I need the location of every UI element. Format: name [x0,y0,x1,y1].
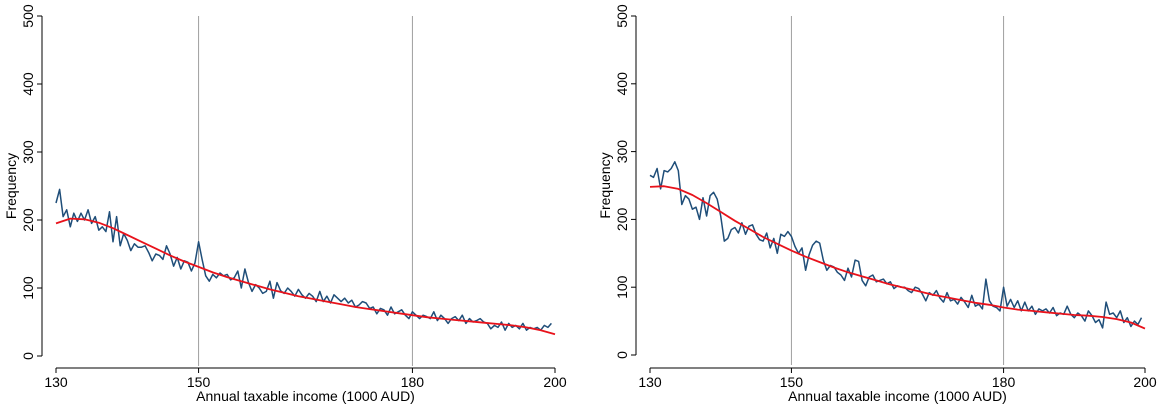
x-tick-label: 200 [543,374,567,390]
x-axis-title: Annual taxable income (1000 AUD) [196,388,415,404]
x-tick-label: 180 [401,374,425,390]
x-tick-label: 130 [44,374,68,390]
y-tick-label: 100 [614,275,630,299]
y-tick-label: 0 [614,351,630,359]
chart-panel-left: 0 100 200 300 400 500 130 150 180 200 Annual taxab… [3,4,567,404]
y-tick-label: 200 [20,208,36,232]
y-tick-label: 500 [614,4,630,28]
y-tick-label: 300 [614,140,630,164]
x-tick-label: 180 [992,374,1016,390]
frequency-chart-left: 0 100 200 300 400 500 130 150 180 200 Annual taxab… [3,4,567,404]
y-tick-label: 0 [20,352,36,360]
fitted-curve-line [55,217,556,336]
x-tick-label: 200 [1133,374,1157,390]
fitted-curve-line [649,185,1146,330]
x-tick-label: 150 [187,374,211,390]
chart-panel-right: 0 100 200 300 400 500 130 150 180 200 Annual taxab… [595,0,1170,412]
x-axis-title: Annual taxable income (1000 AUD) [788,388,1007,404]
y-tick-label: 400 [20,72,36,96]
y-tick-label: 100 [20,276,36,300]
y-tick-label: 200 [614,208,630,232]
y-axis-title: Frequency [3,153,19,219]
y-tick-label: 300 [20,140,36,164]
frequency-chart-right: 0 100 200 300 400 500 130 150 180 200 Annual taxab… [597,4,1157,404]
observed-frequency-line [55,188,552,331]
y-tick-label: 400 [614,72,630,96]
x-tick-label: 150 [780,374,804,390]
observed-frequency-line [649,161,1143,329]
y-tick-label: 500 [20,4,36,28]
y-axis-title: Frequency [597,152,613,218]
x-tick-label: 130 [638,374,662,390]
